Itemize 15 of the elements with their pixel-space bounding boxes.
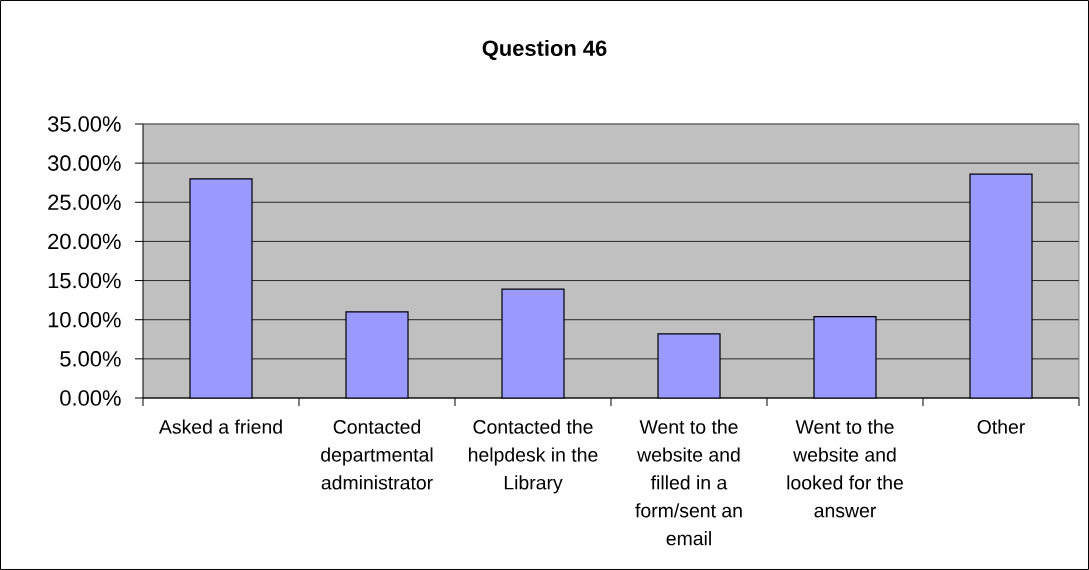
x-tick-label: Went to the website and looked for the answer [787,419,903,518]
y-tick-label: 30.00% [47,155,121,171]
y-tick-label: 15.00% [48,272,121,289]
x-tick-label: Asked a friend [158,419,282,434]
y-tick-label: 20.00% [48,233,121,250]
y-tick-label: 0.00% [60,390,121,406]
y-tick-label: 10.00% [48,311,121,328]
chart-title: Question 46 [482,39,607,61]
y-tick-label: 35.00% [47,116,121,132]
x-tick-label: Contacted the helpdesk in the Library [469,419,598,494]
x-tick-label: Contacted departmental administrator [321,419,433,490]
x-tick-label: Other [977,419,1025,434]
x-tick-label: Went to the website and filled in a form/sent an email [635,419,742,546]
y-tick-label: 25.00% [48,194,121,211]
y-tick-label: 5.00% [60,351,121,367]
